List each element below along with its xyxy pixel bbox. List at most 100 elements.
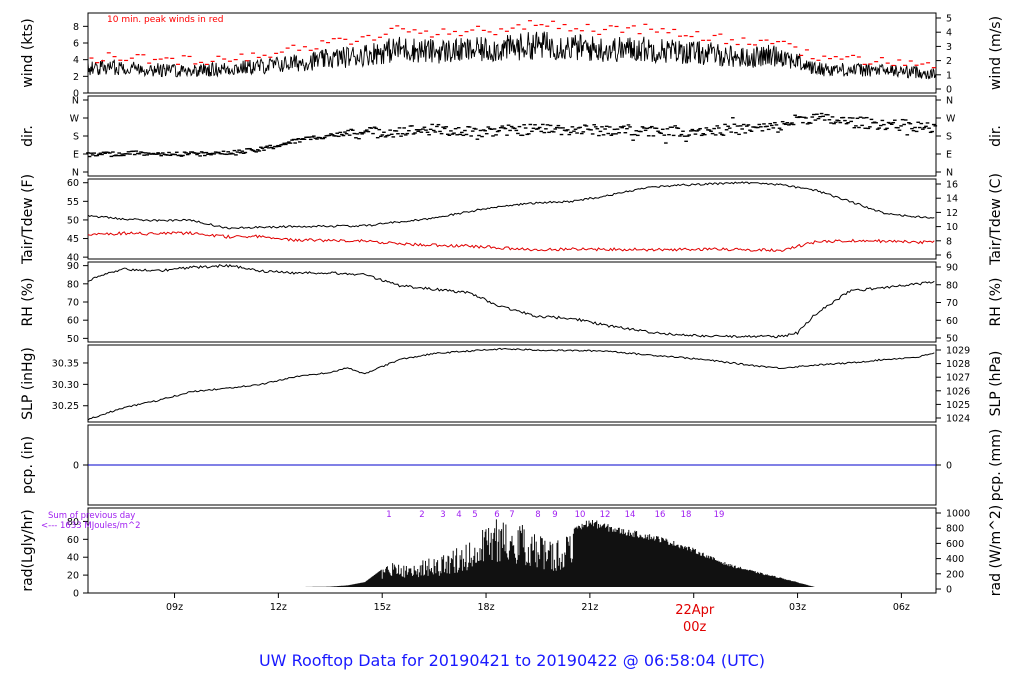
dir-ylabel-right: dir. [988, 125, 1004, 147]
rh-right-tick-label: 80 [946, 280, 958, 291]
solar-hour-mark: 4 [456, 510, 461, 520]
temp-left-tick-label: 50 [67, 215, 79, 226]
temp-left-tick-label: 60 [67, 178, 79, 189]
dir-left-tick-label: N [72, 168, 79, 179]
x-tick-label: 06z [893, 602, 910, 613]
temp-left-tick-label: 55 [67, 197, 79, 208]
radiation-sum-value: <--- 1633 MJoules/m^2 [41, 521, 140, 531]
temp-right-tick-label: 14 [946, 194, 958, 205]
wind-right-tick-label: 4 [946, 28, 952, 39]
temp-right-tick-label: 6 [946, 251, 952, 262]
solar-hour-mark: 7 [509, 510, 514, 520]
rad-right-tick-label: 200 [946, 569, 964, 580]
x-tick-label: 09z [166, 602, 183, 613]
solar-hour-mark: 5 [472, 510, 477, 520]
wind-right-tick-label: 3 [946, 42, 952, 53]
wind-left-tick-label: 8 [73, 22, 79, 33]
rh-left-tick-label: 80 [67, 279, 79, 290]
slp-right-tick-label: 1026 [946, 386, 970, 397]
pcp-ylabel-left: pcp. (in) [20, 436, 36, 494]
slp-left-tick-label: 30.35 [52, 358, 79, 369]
temp-right-tick-label: 10 [946, 222, 958, 233]
wind-right-tick-label: 2 [946, 56, 952, 67]
rh-right-tick-label: 50 [946, 334, 958, 345]
slp-left-tick-label: 30.25 [52, 401, 79, 412]
rh-right-tick-label: 90 [946, 263, 958, 274]
temp-left-tick-label: 45 [67, 234, 79, 245]
wind-left-tick-label: 2 [73, 72, 79, 83]
solar-hour-mark: 18 [681, 510, 692, 520]
temp-panel-frame [87, 178, 937, 260]
x-tick-label: 18z [478, 602, 495, 613]
solar-hour-mark: 3 [440, 510, 445, 520]
dir-left-tick-label: W [70, 114, 80, 125]
x-tick-label: 03z [789, 602, 806, 613]
rad-right-tick-label: 400 [946, 554, 964, 565]
temp-ylabel-right: Tair/Tdew (C) [988, 173, 1004, 266]
dir-left-tick-label: N [72, 96, 79, 107]
rad-ylabel-left: rad(Lgly/hr) [20, 509, 36, 591]
page-title: UW Rooftop Data for 20190421 to 20190422… [258, 651, 766, 670]
wind-ylabel-right: wind (m/s) [988, 16, 1004, 90]
solar-hour-mark: 14 [625, 510, 636, 520]
rh-right-tick-label: 70 [946, 298, 958, 309]
slp-right-tick-label: 1024 [946, 414, 970, 425]
rad-left-tick-label: 0 [73, 589, 79, 600]
pcp-ylabel-right: pcp. (mm) [988, 429, 1004, 502]
pcp-right-tick-label: 0 [946, 461, 952, 472]
slp-right-tick-label: 1027 [946, 373, 970, 384]
solar-hour-mark: 9 [552, 510, 557, 520]
rh-left-tick-label: 60 [67, 316, 79, 327]
slp-ylabel-left: SLP (inHg) [20, 347, 36, 420]
x-date-marker-sublabel: 00z [683, 620, 707, 635]
slp-right-tick-label: 1029 [946, 346, 970, 357]
solar-hour-mark: 12 [600, 510, 611, 520]
slp-right-tick-label: 1028 [946, 359, 970, 370]
dir-right-tick-label: S [946, 132, 952, 143]
dir-right-tick-label: N [946, 96, 953, 107]
temp-ylabel-left: Tair/Tdew (F) [20, 174, 36, 265]
rh-ylabel-left: RH (%) [20, 278, 36, 327]
x-date-marker-label: 22Apr [675, 603, 715, 618]
x-tick-label: 15z [374, 602, 391, 613]
wind-right-tick-label: 1 [946, 70, 952, 81]
pcp-left-tick-label: 0 [73, 461, 79, 472]
rh-panel-frame [87, 261, 937, 343]
x-tick-label: 21z [581, 602, 598, 613]
dir-left-tick-label: E [73, 150, 79, 161]
radiation-sum-note: Sum of previous day [48, 511, 135, 521]
wind-right-tick-label: 5 [946, 14, 952, 25]
solar-hour-mark: 2 [419, 510, 424, 520]
solar-hour-mark: 8 [535, 510, 540, 520]
relative-humidity-series [87, 263, 935, 339]
wind-ylabel-left: wind (kts) [20, 18, 36, 87]
rad-right-tick-label: 800 [946, 524, 964, 535]
rh-left-tick-label: 90 [67, 261, 79, 272]
wind-panel-frame [87, 12, 937, 94]
sea-level-pressure-series [87, 347, 935, 421]
rh-left-tick-label: 70 [67, 298, 79, 309]
rad-right-tick-label: 0 [946, 585, 952, 596]
wind-left-tick-label: 0 [73, 89, 79, 100]
solar-hour-mark: 10 [575, 510, 586, 520]
slp-ylabel-right: SLP (hPa) [988, 351, 1004, 417]
solar-hour-mark: 16 [655, 510, 666, 520]
temp-right-tick-label: 12 [946, 208, 958, 219]
rad-right-tick-label: 600 [946, 539, 964, 550]
temp-right-tick-label: 8 [946, 236, 952, 247]
slp-panel-frame [87, 344, 937, 423]
rh-ylabel-right: RH (%) [988, 278, 1004, 327]
dir-left-tick-label: S [73, 132, 79, 143]
slp-right-tick-label: 1025 [946, 400, 970, 411]
rad-ylabel-right: rad (W/m^2) [988, 505, 1004, 596]
dir-right-tick-label: W [946, 114, 956, 125]
dir-ylabel-left: dir. [20, 125, 36, 147]
air-temperature-series [87, 181, 935, 230]
rh-right-tick-label: 60 [946, 316, 958, 327]
wind-speed-series [87, 31, 937, 80]
wind-peak-annotation: 10 min. peak winds in red [107, 15, 224, 25]
dir-right-tick-label: E [946, 150, 952, 161]
wind-left-tick-label: 6 [73, 39, 79, 50]
dir-right-tick-label: N [946, 168, 953, 179]
